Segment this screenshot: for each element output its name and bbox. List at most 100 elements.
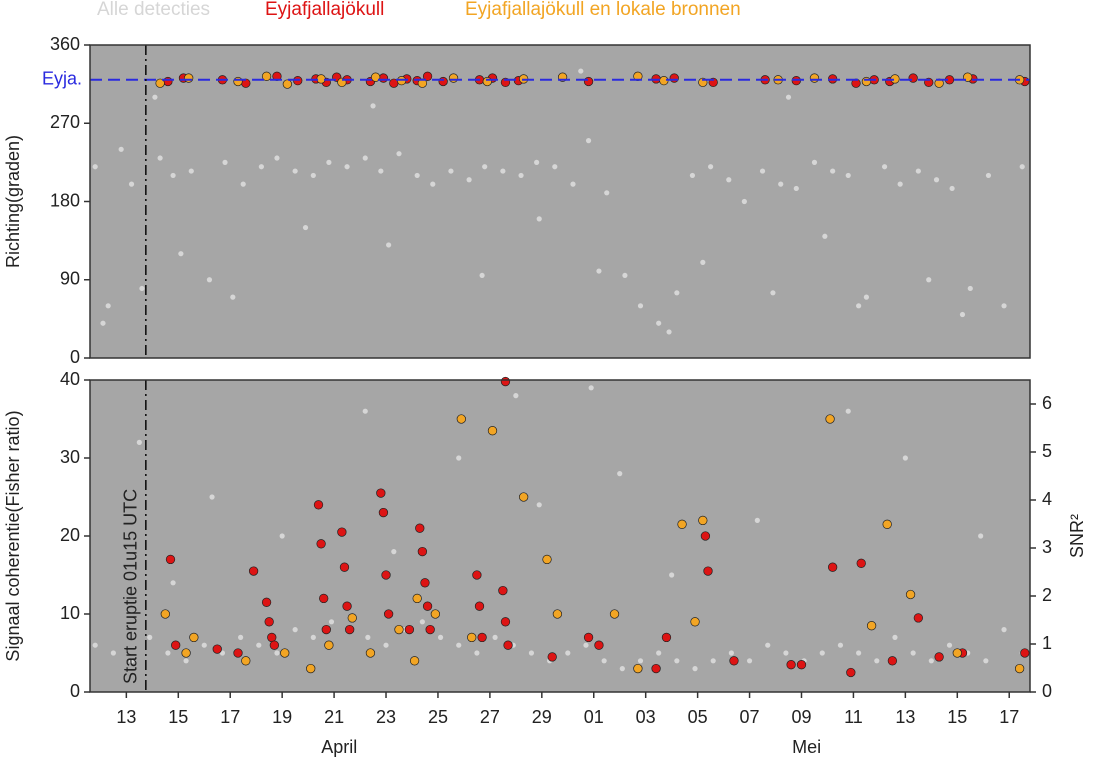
- detection-point: [92, 642, 98, 648]
- source-point: [264, 617, 274, 627]
- source-point: [661, 632, 672, 643]
- detection-point: [837, 642, 844, 648]
- x-tick-label: 29: [532, 707, 552, 727]
- detection-point: [92, 164, 98, 170]
- points: [92, 376, 1030, 678]
- detection-point: [157, 155, 163, 161]
- x-tick-label: 25: [428, 707, 448, 727]
- detection-point: [819, 650, 825, 656]
- detection-point: [105, 303, 111, 309]
- source-point: [241, 656, 251, 666]
- source-point: [415, 523, 425, 533]
- source-point: [703, 566, 713, 576]
- source-point: [233, 648, 243, 658]
- detection-point: [230, 294, 236, 300]
- source-point: [633, 663, 643, 674]
- source-point: [583, 76, 594, 87]
- detection-point: [949, 185, 955, 192]
- source-point: [477, 632, 487, 643]
- detection-point: [518, 172, 524, 179]
- detection-point: [274, 650, 280, 656]
- detection-point: [617, 471, 623, 477]
- detection-point: [793, 185, 799, 192]
- x-tick-label: 03: [636, 707, 656, 727]
- source-point: [248, 566, 259, 576]
- detection-point: [637, 303, 644, 309]
- detection-point: [419, 619, 425, 625]
- source-point: [698, 515, 708, 526]
- source-point: [181, 648, 191, 658]
- source-point: [280, 648, 290, 658]
- source-point: [365, 648, 376, 658]
- month-label: Mei: [792, 737, 821, 757]
- source-point: [155, 78, 165, 88]
- source-point: [412, 593, 422, 604]
- detection-point: [585, 138, 592, 144]
- detection-point: [152, 94, 158, 100]
- y2-tick-label: 1: [1042, 633, 1052, 653]
- detection-point: [674, 658, 680, 664]
- source-point: [594, 640, 604, 650]
- detection-point: [456, 455, 462, 461]
- source-point: [394, 624, 404, 635]
- source-point: [282, 79, 292, 89]
- detection-point: [946, 642, 953, 648]
- source-point: [482, 76, 492, 87]
- source-point: [267, 632, 277, 643]
- y2-tick-label: 3: [1042, 537, 1052, 557]
- y2-tick-label: 6: [1042, 393, 1052, 413]
- detection-point: [759, 168, 766, 174]
- source-point: [547, 652, 557, 662]
- y2-tick-label: 2: [1042, 585, 1052, 605]
- detection-point: [985, 172, 992, 179]
- detection-point: [622, 272, 628, 279]
- detection-point: [128, 658, 135, 664]
- source-point: [160, 609, 170, 619]
- x-tick-label: 15: [168, 707, 188, 727]
- plot-area: [90, 380, 1030, 692]
- detection-point: [219, 650, 226, 656]
- detection-point: [147, 634, 153, 641]
- detection-point: [209, 494, 215, 500]
- y-tick-label: 30: [60, 447, 80, 467]
- legend-entry: Eyjafjallajökull en lokale bronnen: [465, 0, 741, 20]
- x-tick-label: 21: [324, 707, 344, 727]
- detection-point: [845, 172, 851, 179]
- source-point: [165, 554, 176, 565]
- source-point: [383, 609, 394, 619]
- detection-point: [536, 502, 542, 508]
- source-point: [690, 617, 700, 627]
- source-point: [1020, 648, 1030, 658]
- detection-point: [430, 181, 436, 187]
- y2-tick-label: 4: [1042, 489, 1052, 509]
- source-point: [422, 601, 433, 611]
- detection-point: [165, 650, 171, 656]
- source-point: [345, 624, 355, 635]
- detection-point: [700, 259, 706, 265]
- source-point: [378, 73, 389, 83]
- source-point: [233, 76, 243, 87]
- detection-point: [765, 642, 771, 648]
- detection-point: [118, 146, 124, 152]
- source-point: [908, 73, 918, 83]
- source-point: [313, 500, 324, 510]
- source-point: [786, 660, 796, 670]
- detection-point: [570, 181, 576, 187]
- y-axis-label: Signaal coherentie(Fisher ratio): [3, 410, 23, 661]
- detection-point: [892, 634, 898, 641]
- detection-point: [666, 329, 672, 335]
- detection-point: [604, 190, 610, 196]
- detection-point: [708, 164, 714, 170]
- source-point: [905, 589, 916, 600]
- detection-point: [370, 103, 376, 109]
- detection-point: [240, 181, 246, 187]
- y-tick-label: 0: [70, 681, 80, 701]
- detection-point: [897, 181, 903, 187]
- source-point: [316, 539, 326, 549]
- source-point: [609, 609, 620, 619]
- detection-point: [933, 177, 940, 183]
- x-tick-label: 17: [220, 707, 240, 727]
- source-point: [846, 667, 856, 678]
- detection-point: [365, 634, 371, 641]
- source-point: [420, 578, 430, 588]
